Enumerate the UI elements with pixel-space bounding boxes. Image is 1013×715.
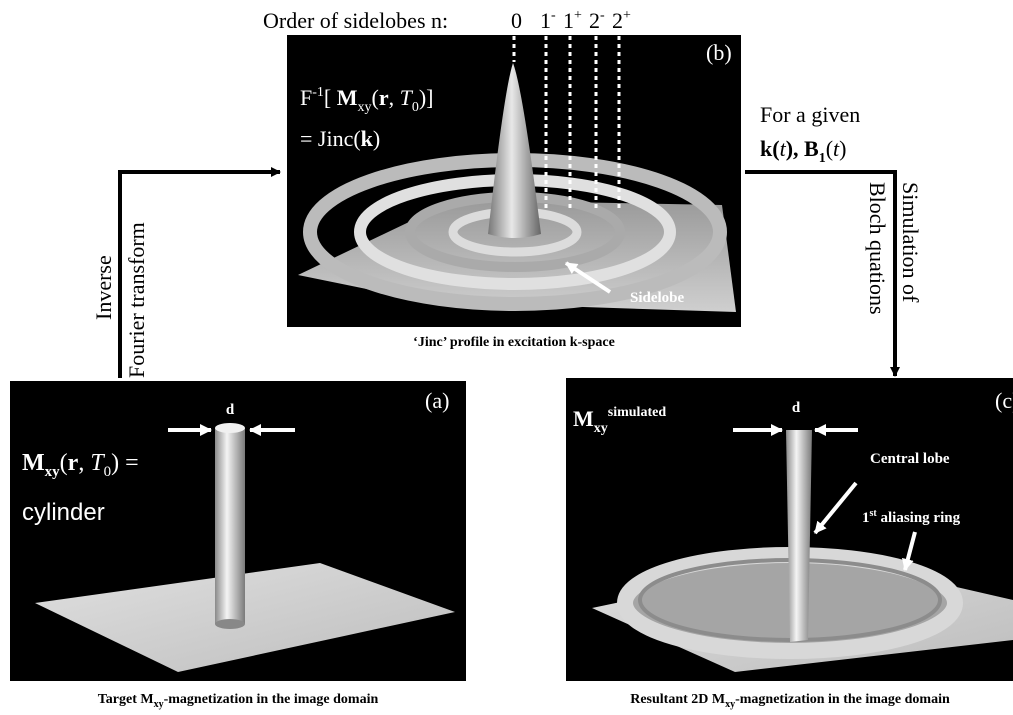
text-part: - <box>551 8 556 23</box>
text-part: ( <box>60 450 68 476</box>
caption: ‘Jinc’ profile in excitation k-space <box>413 335 615 350</box>
text-part: -1 <box>312 85 324 100</box>
text-part: r <box>379 85 389 110</box>
annotation: 1st aliasing ring <box>862 508 961 526</box>
text-part: ) = <box>111 450 139 476</box>
text-part: 0 <box>412 100 419 115</box>
panel-tag: (b) <box>706 40 732 65</box>
text-part: + <box>623 8 631 23</box>
arrow-label: Bloch quations <box>865 182 890 315</box>
text-part: ) <box>839 136 846 161</box>
caption: Target Mxy-magnetization in the image do… <box>98 692 379 710</box>
text-part: Resultant 2D M <box>630 692 725 707</box>
caption: Resultant 2D Mxy-magnetization in the im… <box>630 692 950 710</box>
text-part: simulated <box>608 405 667 420</box>
text-part: )] <box>419 85 434 110</box>
text-part: ), <box>786 136 804 161</box>
text-part: 2 <box>612 8 623 33</box>
text-part: M <box>22 450 45 476</box>
text-part: 2 <box>589 8 600 33</box>
text-part: xy <box>594 421 608 436</box>
panel-tag: (c) <box>995 388 1013 413</box>
text-part: M <box>573 406 594 431</box>
central-lobe <box>786 430 812 642</box>
order-1p: 1+ <box>563 8 582 33</box>
formula: Mxy(r, T0) = <box>22 450 139 480</box>
arrow-label: k(t), B1(t) <box>760 136 846 166</box>
text-part: , <box>389 85 400 110</box>
order-label: Order of sidelobes n: <box>263 8 448 33</box>
text-part: k <box>361 126 374 151</box>
cylinder-base <box>215 619 245 629</box>
text-part: ) <box>373 126 380 151</box>
arrow-label: Fourier transform <box>124 222 149 378</box>
dimension: d <box>226 402 235 418</box>
text-part: aliasing ring <box>877 510 961 526</box>
order-0: 0 <box>511 8 522 33</box>
text-part: 1 <box>862 510 870 526</box>
text-part: B <box>804 136 819 161</box>
text-part: ( <box>826 136 833 161</box>
dimension: d <box>792 400 801 416</box>
text-part: 0 <box>511 8 522 33</box>
text-part: xy <box>154 699 164 710</box>
order-2m: 2- <box>589 8 605 33</box>
text-part: 1 <box>540 8 551 33</box>
text-part: F <box>300 85 312 110</box>
text-part: -magnetization in the image domain <box>164 692 379 707</box>
panel-tag: (a) <box>425 388 449 413</box>
text-part: 1 <box>563 8 574 33</box>
text-part: , <box>78 450 90 476</box>
figure: Order of sidelobes n: 0 1- 1+ 2- 2+ (b) … <box>0 0 1013 715</box>
formula: = Jinc(k) <box>300 126 380 151</box>
arrow-label: Simulation of <box>898 182 923 303</box>
text-part: xy <box>725 699 735 710</box>
order-2p: 2+ <box>612 8 631 33</box>
annotation: Central lobe <box>870 451 950 467</box>
text-part: - <box>600 8 605 23</box>
text-part: 0 <box>104 464 112 480</box>
text-part: xy <box>45 464 61 480</box>
cylinder <box>215 428 245 624</box>
text-part: [ <box>324 85 337 110</box>
arrow-label: For a given <box>760 102 860 127</box>
annotation: Sidelobe <box>630 290 685 306</box>
formula: cylinder <box>22 499 105 526</box>
text-part: 1 <box>819 151 826 166</box>
text-part: r <box>68 450 79 476</box>
text-part: ( <box>372 85 379 110</box>
text-part: Target M <box>98 692 154 707</box>
order-1m: 1- <box>540 8 556 33</box>
text-part: + <box>574 8 582 23</box>
text-part: k( <box>760 136 780 161</box>
arrow-label: Inverse <box>91 255 116 320</box>
cylinder-top <box>215 423 245 433</box>
text-part: xy <box>358 100 372 115</box>
text-part: M <box>337 85 358 110</box>
text-part: -magnetization in the image domain <box>735 692 950 707</box>
text-part: = Jinc( <box>300 126 361 151</box>
